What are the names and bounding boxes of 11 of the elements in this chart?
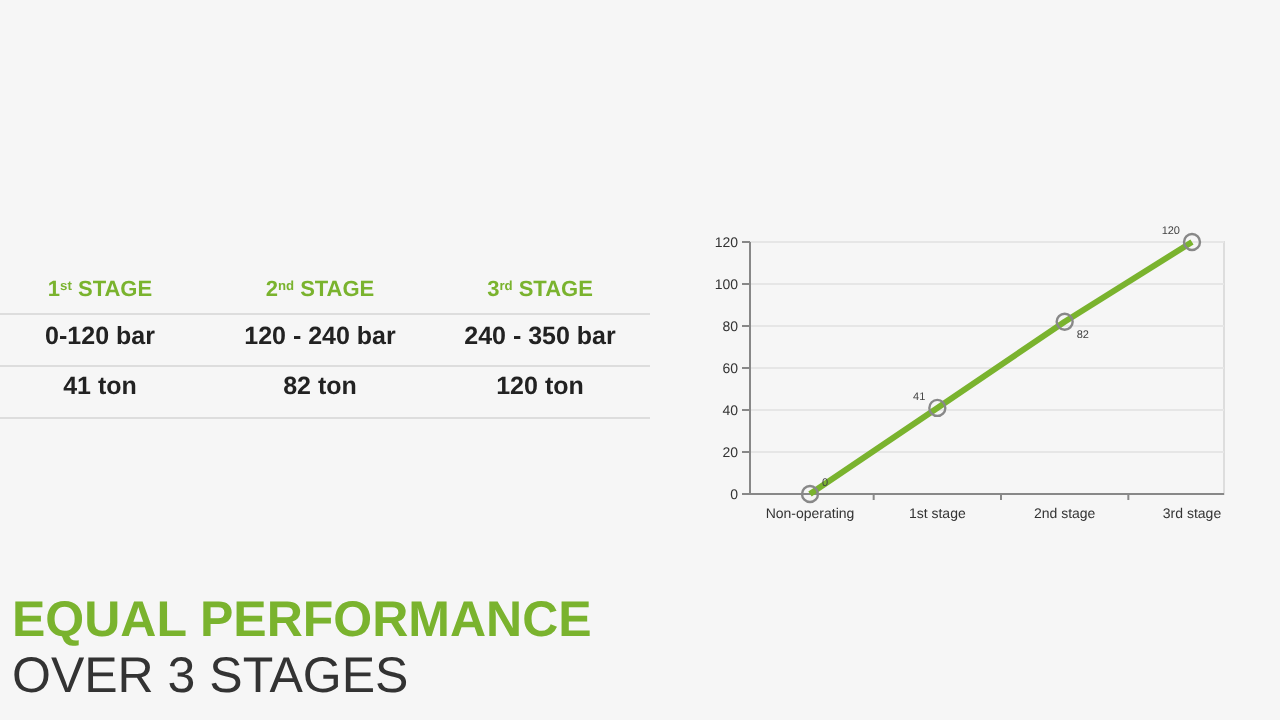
text: 1$^{st}$ STAGE <box>47 278 153 302</box>
text: 120 ton <box>496 372 584 400</box>
text: 120 - 240 bar <box>244 322 397 350</box>
text: 0-120 bar <box>45 322 156 350</box>
text: 82 ton <box>283 372 357 400</box>
text: 2$^{nd}$ STAGE <box>265 278 375 302</box>
text: 41 ton <box>63 372 137 400</box>
text: EQUAL PERFORMANCE <box>12 592 592 648</box>
text: OVER 3 STAGES <box>12 648 409 704</box>
text: 240 - 350 bar <box>464 322 617 350</box>
text: 3$^{rd}$ STAGE <box>487 278 593 302</box>
